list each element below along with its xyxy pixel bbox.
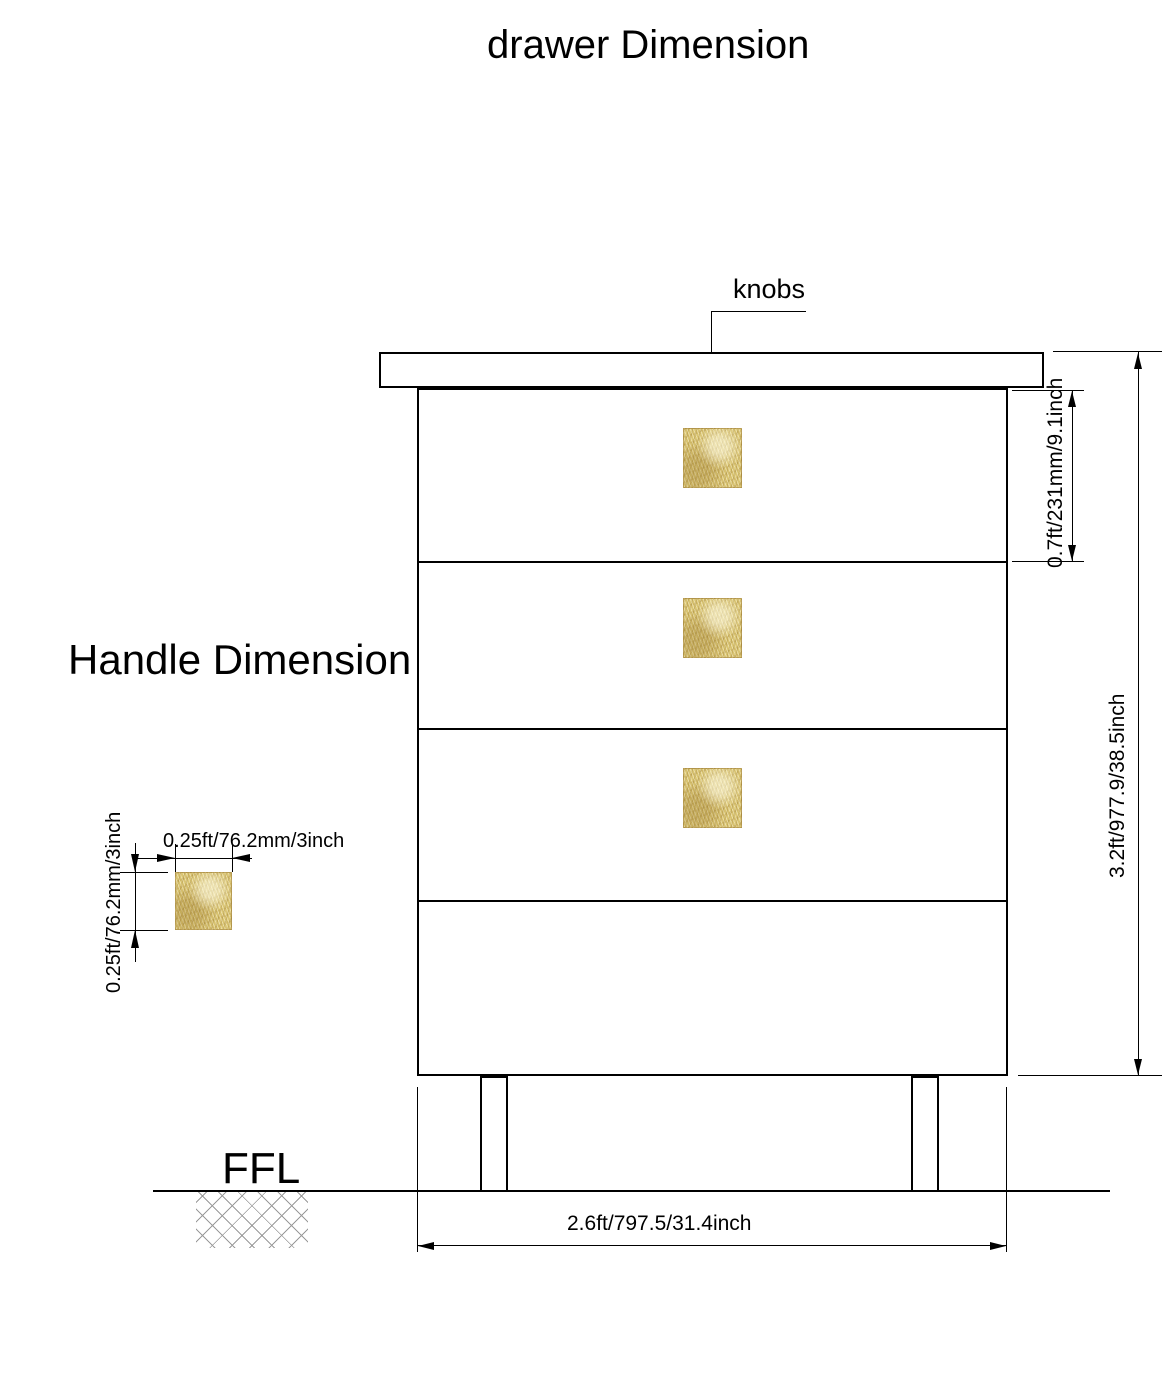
handle-detail-square (175, 872, 232, 930)
drawer-top-board (379, 352, 1044, 388)
width-dimension-line (417, 1245, 1007, 1246)
drawer-height-extension-line-top (1012, 390, 1084, 391)
drawer-divider-3 (417, 900, 1008, 902)
width-extension-line-right (1006, 1087, 1007, 1252)
overall-height-arrow-up-icon (1134, 353, 1142, 369)
handle-section-label: Handle Dimension (68, 636, 412, 683)
knobs-label: knobs (733, 274, 806, 304)
handle-width-extension-line-left (175, 844, 176, 872)
drawer-height-dimension-line (1072, 390, 1073, 562)
width-arrow-right-icon (990, 1242, 1006, 1250)
knob-2 (683, 598, 742, 658)
drawer-leg-right (911, 1076, 939, 1192)
handle-width-arrow-left-icon (157, 854, 175, 862)
drawer-height-extension-line-bottom (1012, 561, 1084, 562)
drawer-divider-2 (417, 728, 1008, 730)
handle-height-arrow-top-icon (131, 854, 139, 872)
overall-height-dimension-line (1138, 352, 1139, 1076)
overall-height-dimension-text: 3.2ft/977.9/38.5inch (1106, 693, 1129, 878)
drawer-leg-left (480, 1076, 508, 1192)
overall-height-arrow-down-icon (1134, 1059, 1142, 1075)
ground-line (153, 1190, 1110, 1192)
width-arrow-left-icon (418, 1242, 434, 1250)
handle-width-arrow-right-icon (232, 854, 250, 862)
ffl-label: FFL (222, 1144, 301, 1193)
handle-height-extension-line-top (120, 872, 168, 873)
handle-width-dimension-text: 0.25ft/76.2mm/3inch (163, 830, 345, 852)
drawer-height-arrow-up-icon (1068, 391, 1076, 407)
overall-height-extension-line-bottom (1018, 1075, 1162, 1076)
drawer-body (417, 388, 1008, 1076)
drawer-height-arrow-down-icon (1068, 545, 1076, 561)
handle-width-dimension-line (133, 858, 252, 859)
knobs-leader-horizontal-line (711, 311, 806, 312)
ground-hatch (196, 1192, 308, 1248)
width-extension-line-left (417, 1087, 418, 1252)
knobs-leader-vertical-line (711, 311, 712, 387)
overall-height-extension-line-top (1053, 351, 1162, 352)
width-dimension-text: 2.6ft/797.5/31.4inch (567, 1212, 752, 1235)
page-title: drawer Dimension (487, 23, 810, 67)
handle-height-arrow-bottom-icon (131, 930, 139, 948)
drawer-height-dimension-text: 0.7ft/231mm/9.1inch (1044, 377, 1067, 568)
knob-1 (683, 428, 742, 488)
drawer-divider-1 (417, 561, 1008, 563)
knob-3 (683, 768, 742, 828)
handle-height-extension-line-bottom (120, 930, 168, 931)
handle-height-dimension-line (135, 843, 136, 962)
handle-height-dimension-text: 0.25ft/76.2mm/3inch (103, 811, 125, 993)
